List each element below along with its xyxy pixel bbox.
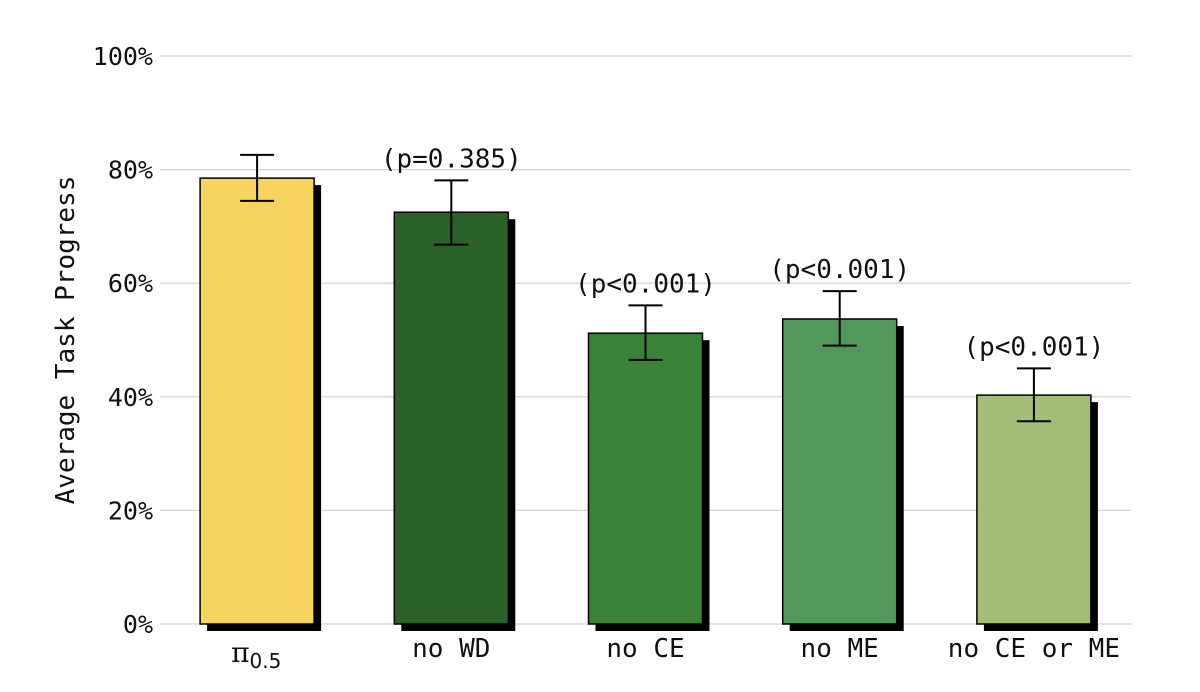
x-tick-label: π0.5 (231, 636, 281, 673)
bar (393, 211, 510, 625)
p-value-annotation: (p<0.001) (769, 255, 910, 285)
y-axis-title: Average Task Progress (51, 176, 81, 505)
y-tick-label: 40% (108, 383, 153, 412)
y-axis-ticks: 0% 20% 40% 60% 80% 100% (93, 42, 153, 639)
bar (976, 394, 1092, 625)
bar (199, 177, 315, 625)
bar (781, 318, 898, 625)
x-tick-label: no CE or ME (948, 634, 1120, 664)
p-value-annotation: (p<0.001) (963, 332, 1104, 362)
y-tick-label: 80% (108, 156, 153, 185)
y-tick-label: 60% (108, 269, 153, 298)
bars: (p=0.385) (p<0.001) (p<0.001) (p<0.001) (199, 144, 1104, 631)
y-tick-label: 20% (108, 496, 153, 525)
y-tick-label: 100% (93, 42, 153, 71)
x-tick-label: no WD (412, 634, 490, 664)
bar (587, 332, 704, 625)
p-value-annotation: (p<0.001) (575, 269, 716, 299)
x-tick-label: no ME (801, 634, 879, 664)
category-labels: π0.5 no WD no CE no ME no CE or ME (231, 634, 1120, 673)
y-tick-label: 0% (123, 610, 153, 639)
p-value-annotation: (p=0.385) (381, 144, 522, 174)
x-tick-label: no CE (606, 634, 684, 664)
